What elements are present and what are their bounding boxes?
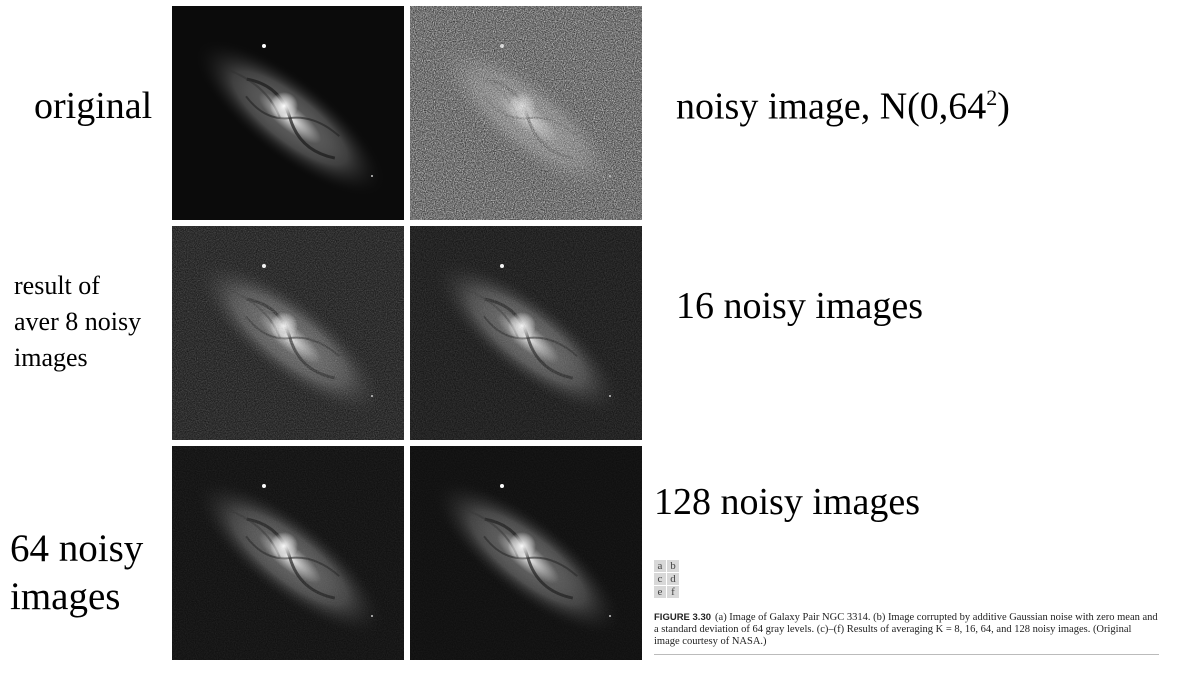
label-k16: 16 noisy images	[676, 285, 923, 327]
galaxy-image-original	[172, 6, 404, 220]
galaxy-image-avg128	[410, 446, 642, 660]
label-noisy-image: noisy image, N(0,642)	[676, 76, 1010, 129]
galaxy-render	[172, 6, 404, 220]
label-original: original	[34, 85, 153, 127]
label-noisy-superscript: 2	[986, 85, 998, 110]
label-aver8-line3: images	[14, 343, 88, 372]
legend-cell: b	[667, 560, 679, 572]
label-aver8-line1: result of	[14, 271, 100, 300]
galaxy-render	[172, 226, 404, 440]
galaxy-render	[410, 6, 642, 220]
legend-cell: c	[654, 573, 666, 585]
legend-cell: f	[667, 586, 679, 598]
legend-cell: a	[654, 560, 666, 572]
galaxy-render	[172, 446, 404, 660]
label-k64-line1: 64 noisy	[10, 527, 144, 570]
label-k64-line2: images	[10, 575, 121, 618]
galaxy-image-avg16	[410, 226, 642, 440]
label-aver8-line2: aver 8 noisy	[14, 307, 142, 336]
legend-cell: e	[654, 586, 666, 598]
galaxy-image-avg8	[172, 226, 404, 440]
label-noisy-text: noisy image, N(0,64	[676, 85, 987, 128]
galaxy-render	[410, 226, 642, 440]
legend-cell: d	[667, 573, 679, 585]
figure-number: FIGURE 3.30	[654, 612, 712, 623]
galaxy-image-avg64	[172, 446, 404, 660]
galaxy-render	[410, 446, 642, 660]
label-noisy-close: )	[997, 85, 1010, 128]
figure-caption-text: (a) Image of Galaxy Pair NGC 3314. (b) I…	[654, 612, 1158, 647]
galaxy-image-noisy	[410, 6, 642, 220]
figure-caption: FIGURE 3.30 (a) Image of Galaxy Pair NGC …	[654, 612, 1159, 655]
label-k128: 128 noisy images	[654, 481, 920, 523]
